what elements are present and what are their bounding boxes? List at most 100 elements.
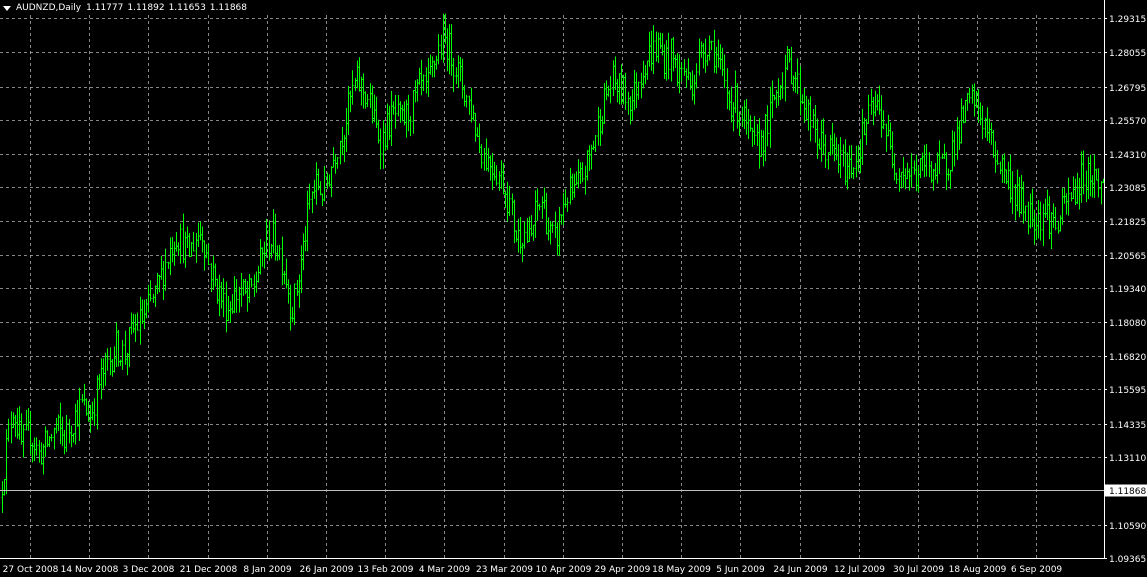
candle [824,134,827,168]
candle [880,95,883,138]
candle [154,285,157,308]
candle [878,85,881,115]
candle [31,442,34,463]
candle [121,339,124,370]
candle [758,118,761,169]
candle [1059,215,1062,232]
y-tick-label: 1.23085 [1109,184,1146,194]
candle [1005,169,1008,185]
y-tick-label: 1.15595 [1109,386,1146,396]
candle [551,221,554,233]
candle [214,263,217,287]
candle [394,94,397,129]
candle [296,279,299,296]
candle [1018,176,1021,218]
candle [87,400,90,422]
candle [695,63,698,89]
candle [366,93,369,108]
candle [762,130,765,167]
candle [440,34,443,60]
candle [459,57,462,82]
y-tick-label: 1.16820 [1109,353,1146,363]
candle [676,52,679,87]
candle [246,280,249,312]
candle [244,278,247,295]
candle [844,139,847,186]
x-tick-label: 23 Mar 2009 [476,565,533,575]
candle [336,157,339,169]
candle [388,105,391,140]
candle [1029,193,1032,229]
candle [65,414,68,452]
candle [1080,151,1083,203]
candle [657,32,660,63]
candle [139,296,142,345]
candle [371,85,374,124]
candle [857,145,860,172]
candle [1020,174,1023,215]
candle [573,173,576,198]
candle [1033,209,1036,245]
candle [513,199,516,244]
candle [332,147,335,168]
candle [414,80,417,103]
candle [874,90,877,117]
candle [820,119,823,162]
candle [956,117,959,160]
candle [822,118,825,156]
candle [450,24,453,76]
candle [685,68,688,88]
candle [579,162,582,184]
candle [852,167,855,180]
chart-header: AUDNZD,Daily 1.11777 1.11892 1.11653 1.1… [3,2,247,14]
candle [975,91,978,108]
candle [517,218,520,253]
y-tick-label: 1.09365 [1109,555,1146,565]
candle [966,93,969,111]
candle [289,284,292,331]
candle [1003,153,1006,184]
candle [945,152,948,190]
candle [646,60,649,80]
candle [270,243,273,259]
candle [188,232,191,258]
chart-menu-arrow-icon[interactable] [3,5,11,11]
candle [147,284,150,313]
candle [175,232,178,252]
y-tick-label: 1.24310 [1109,151,1146,161]
candle [382,120,385,169]
candle [149,280,152,302]
candle [1087,156,1090,200]
candle [594,135,597,152]
candle [777,78,780,106]
candle [556,222,559,256]
candle [764,114,767,162]
candle [1082,150,1085,195]
candle [46,430,49,448]
x-tick-label: 6 Sep 2009 [1011,565,1063,575]
candle [177,242,180,256]
candle [354,77,357,92]
candle [349,90,352,113]
candle [321,193,324,207]
candle [984,117,987,138]
candle [156,272,159,295]
x-tick-label: 8 Jan 2009 [243,565,291,575]
candle [259,239,262,275]
x-tick-label: 18 May 2009 [652,565,711,575]
candle [495,165,498,186]
candle [468,95,471,115]
candle [904,168,907,190]
candle [489,155,492,181]
candle [276,245,279,261]
candle [229,301,232,323]
candle [1001,154,1004,183]
x-tick-label: 13 Feb 2009 [357,565,413,575]
candle [885,123,888,152]
candle [803,87,806,123]
candle [115,322,118,368]
candle [420,59,423,96]
candle [207,243,210,266]
candle [554,211,557,239]
